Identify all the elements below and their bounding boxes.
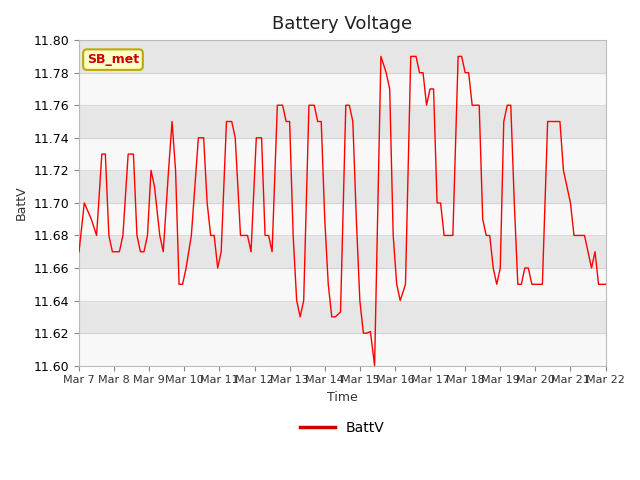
Y-axis label: BattV: BattV	[15, 186, 28, 220]
Title: Battery Voltage: Battery Voltage	[272, 15, 412, 33]
Bar	[79, 170, 605, 203]
Bar	[79, 72, 605, 105]
Bar	[79, 203, 605, 236]
Bar	[79, 333, 605, 366]
Text: SB_met: SB_met	[87, 53, 139, 66]
Bar	[79, 236, 605, 268]
Bar	[79, 268, 605, 300]
Bar	[79, 138, 605, 170]
Bar	[79, 105, 605, 138]
Bar	[79, 300, 605, 333]
Bar	[79, 40, 605, 72]
X-axis label: Time: Time	[327, 391, 358, 404]
Legend: BattV: BattV	[294, 415, 390, 440]
